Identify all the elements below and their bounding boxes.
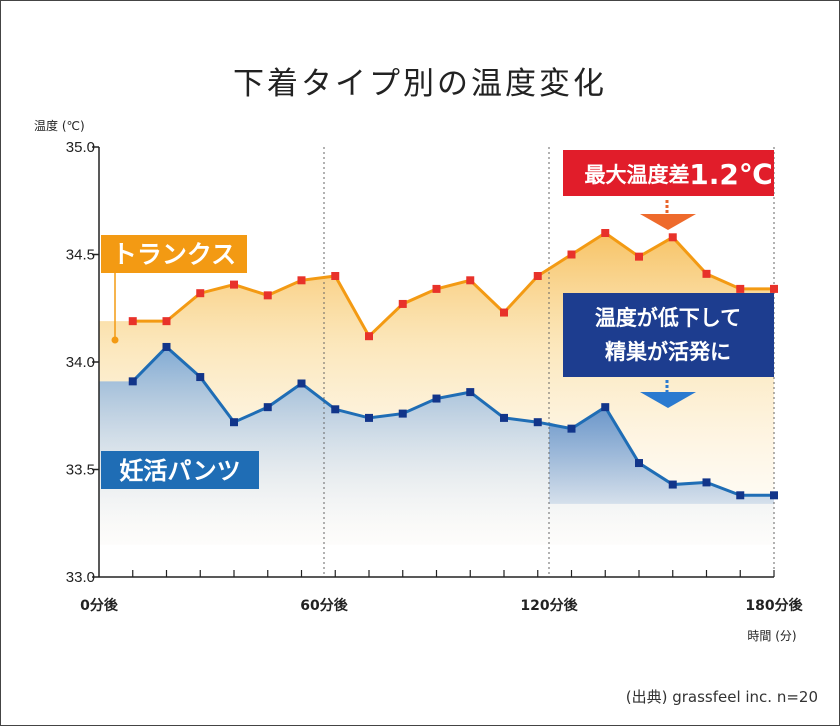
pants-highlight-area: [549, 407, 774, 504]
trunks-point: [432, 284, 441, 293]
trunks-point: [601, 229, 610, 237]
pants-point: [770, 491, 778, 500]
pants-point: [702, 478, 711, 487]
pants-point: [668, 480, 677, 489]
trunks-point: [635, 252, 643, 261]
max-diff-label: 最大温度差: [585, 163, 690, 187]
y-tick-label: 35.0: [66, 139, 95, 156]
temp-drop-arrow-head: [640, 392, 696, 408]
trunks-point: [128, 317, 137, 326]
trunks-line: [132, 231, 774, 339]
pants-point: [635, 459, 643, 468]
x-axis-label: 時間 (分): [747, 629, 796, 643]
pants-point: [128, 377, 137, 386]
trunks-point: [702, 269, 711, 278]
pants-point: [601, 403, 610, 412]
trunks-point: [500, 308, 508, 317]
max-diff-arrow-head: [640, 214, 696, 230]
trunks-point: [533, 272, 542, 280]
pants-label-box: [101, 451, 259, 489]
chart-title: 下着タイプ別の温度変化: [233, 66, 607, 102]
x-tick-label: 60分後: [300, 597, 348, 614]
y-axis-label: 温度 (℃): [34, 118, 85, 133]
pants-point: [162, 342, 171, 351]
temp-drop-line2: 精巣が活発に: [605, 340, 731, 364]
y-tick-label: 34.0: [66, 354, 95, 371]
max-diff-value: 1.2℃: [689, 158, 773, 191]
max-diff-box: [563, 150, 774, 196]
trunks-point: [770, 284, 778, 293]
pants-point: [230, 418, 238, 427]
x-tick-label: 120分後: [520, 597, 578, 614]
pants-label: 妊活パンツ: [119, 457, 240, 485]
trunks-point: [398, 299, 407, 308]
pants-point: [432, 394, 441, 403]
trunks-point: [668, 233, 677, 242]
x-tick-label: 180分後: [745, 597, 803, 614]
pants-point: [533, 418, 542, 427]
markers: [128, 229, 778, 500]
trunks-point: [365, 332, 373, 341]
source-note: (出典) grassfeel inc. n=20: [625, 688, 818, 706]
temp-drop-line1: 温度が低下して: [595, 306, 741, 330]
y-tick-label: 34.5: [66, 247, 95, 264]
pants-point: [263, 403, 272, 412]
x-tick-label: 0分後: [80, 597, 119, 614]
trunks-point: [162, 317, 171, 326]
axes: [92, 146, 775, 578]
pants-line: [131, 344, 774, 497]
pants-point: [398, 409, 407, 418]
trunks-point: [466, 276, 475, 285]
pants-point: [567, 424, 576, 433]
trunks-point: [263, 291, 272, 300]
trunks-point: [297, 276, 306, 285]
trunks-label: トランクス: [112, 240, 236, 269]
trunks-label-dot: [111, 336, 119, 344]
trunks-point: [736, 284, 745, 293]
pants-point: [331, 405, 340, 414]
pants-point: [365, 413, 373, 422]
trunks-point: [567, 250, 576, 259]
y-tick-labels: 35.0 34.5 34.0 33.5 33.0: [66, 139, 95, 586]
pants-point: [466, 388, 475, 397]
pants-point: [500, 413, 508, 422]
y-tick-label: 33.0: [66, 569, 95, 586]
y-tick-label: 33.5: [66, 462, 95, 479]
x-tick-labels: 0分後 60分後 120分後 180分後: [80, 597, 803, 614]
trunks-point: [196, 289, 205, 298]
trunks-label-box: [101, 235, 247, 273]
pants-point: [196, 373, 205, 382]
trunks-point: [230, 280, 238, 289]
temp-drop-box: [563, 293, 774, 377]
trunks-point: [331, 272, 340, 280]
pants-point: [736, 491, 745, 500]
pants-point: [297, 379, 306, 388]
